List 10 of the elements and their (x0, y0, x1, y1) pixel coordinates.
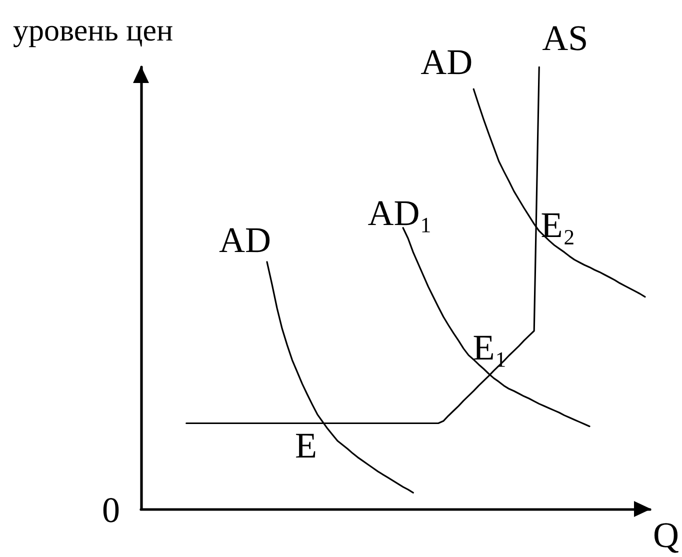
series-label: AD₁ (368, 192, 432, 233)
x-axis-title: Q (653, 515, 679, 555)
text: 0 (102, 490, 120, 530)
annotation: E₁ (472, 327, 508, 368)
y-axis-title: уровень цен (12, 12, 174, 48)
annotation: E (295, 425, 317, 466)
series-label: AD (218, 220, 271, 260)
series-label: AS (542, 18, 588, 58)
series-label: AD (420, 42, 473, 82)
annotation: E₂ (540, 205, 576, 245)
